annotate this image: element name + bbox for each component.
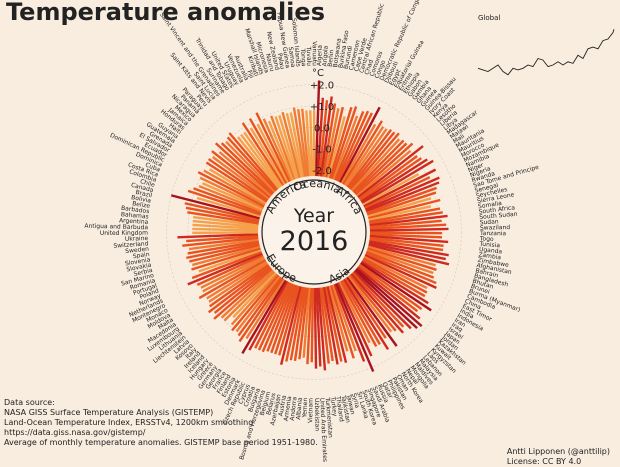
inset-line [478, 29, 614, 75]
country-label: Democratic Republic of Congo [379, 0, 423, 82]
data-source: Data source: NASA GISS Surface Temperatu… [4, 398, 318, 448]
tick-label: +1.0 [310, 102, 334, 113]
tick-label: -1.0 [312, 145, 332, 156]
source-line: NASA GISS Surface Temperature Analysis (… [4, 408, 318, 418]
year-value: 2016 [280, 226, 349, 257]
bar [312, 288, 313, 362]
tick-label: -2.0 [312, 166, 332, 177]
unit-label: °C [312, 68, 324, 79]
country-label: Vanuatu [311, 41, 318, 66]
bar [370, 233, 442, 234]
tick-label: +2.0 [310, 81, 334, 92]
source-line: Land-Ocean Temperature Index, ERSSTv4, 1… [4, 418, 318, 428]
source-line: Average of monthly temperature anomalies… [4, 438, 318, 448]
tick-label: 0.0 [314, 123, 330, 134]
source-line: Data source: [4, 398, 318, 408]
center-label: Year [293, 205, 334, 227]
credit: Antti Lipponen (@anttilip) License: CC B… [507, 447, 610, 467]
bar [315, 288, 316, 369]
inset-title: Global [478, 14, 500, 22]
author: Antti Lipponen (@anttilip) [507, 447, 610, 457]
source-line: https://data.giss.nasa.gov/gistemp/ [4, 428, 318, 438]
global-inset-chart: Global [478, 14, 614, 75]
